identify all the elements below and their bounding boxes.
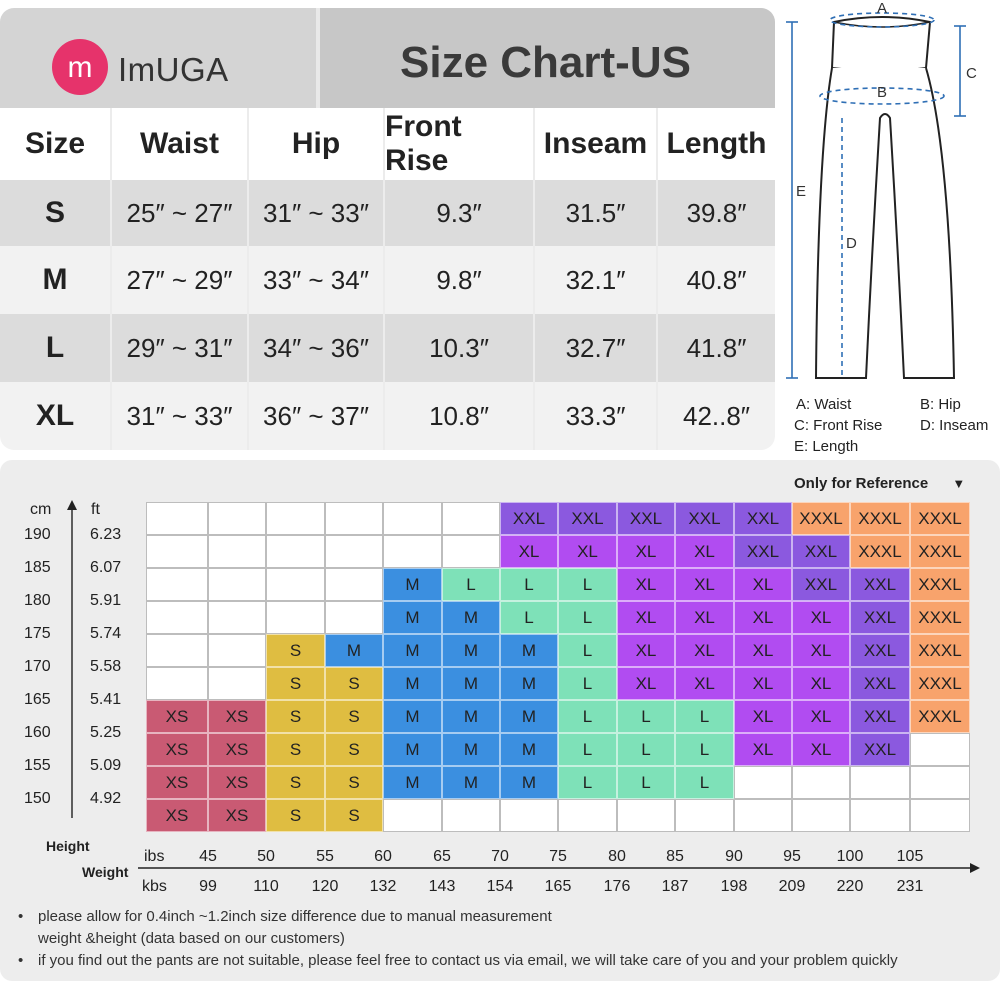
measurement-cell: 31.5″ xyxy=(533,180,656,246)
measurement-cell: 29″ ~ 31″ xyxy=(110,314,247,382)
table-row: M 27″ ~ 29″ 33″ ~ 34″ 9.8″ 32.1″ 40.8″ xyxy=(0,246,775,314)
note-contact: if you find out the pants are not suitab… xyxy=(38,952,898,969)
measurement-cell: 33″ ~ 34″ xyxy=(247,246,383,314)
legend-length: E: Length xyxy=(794,438,859,455)
size-label: M xyxy=(42,263,68,296)
legend-front-rise: C: Front Rise xyxy=(794,417,883,434)
measurement-cell: 33.3″ xyxy=(533,382,656,450)
size-label: XL xyxy=(35,399,75,432)
pants-measurement-diagram: A B C D E A: Waist B: Hip C: Front Rise … xyxy=(782,0,1000,460)
brand-name: ImUGA xyxy=(118,51,229,88)
measurement-cell: 32.7″ xyxy=(533,314,656,382)
column-header: Waist xyxy=(110,108,247,180)
legend-waist: A: Waist xyxy=(796,396,852,413)
measurement-cell: 31″ ~ 33″ xyxy=(110,382,247,450)
reference-note: Only for Reference ▼ xyxy=(794,475,966,492)
note-bullet-2-icon: • xyxy=(18,952,24,969)
table-header-row: Size Waist Hip Front Rise Inseam Length xyxy=(0,108,775,180)
column-header: Inseam xyxy=(533,108,656,180)
size-label: S xyxy=(44,196,65,229)
measurement-cell: 9.8″ xyxy=(383,246,533,314)
measurement-cell: 41.8″ xyxy=(656,314,775,382)
marker-d: D xyxy=(846,235,857,252)
note-bullet-1-icon: • xyxy=(18,908,24,925)
note-customer-data: weight &height (data based on our custom… xyxy=(38,930,345,947)
measurement-cell: 31″ ~ 33″ xyxy=(247,180,383,246)
size-label: L xyxy=(45,331,65,364)
pants-illustration: A B C D E xyxy=(786,0,977,379)
measurement-cell: 10.3″ xyxy=(383,314,533,382)
note-measurement: please allow for 0.4inch ~1.2inch size d… xyxy=(38,908,552,925)
table-row: S 25″ ~ 27″ 31″ ~ 33″ 9.3″ 31.5″ 39.8″ xyxy=(0,180,775,246)
column-header: Hip xyxy=(247,108,383,180)
measurement-cell: 39.8″ xyxy=(656,180,775,246)
measurement-cell: 34″ ~ 36″ xyxy=(247,314,383,382)
measurement-cell: 40.8″ xyxy=(656,246,775,314)
measurement-cell: 9.3″ xyxy=(383,180,533,246)
measurement-cell: 27″ ~ 29″ xyxy=(110,246,247,314)
legend-inseam: D: Inseam xyxy=(920,417,989,434)
table-row: L 29″ ~ 31″ 34″ ~ 36″ 10.3″ 32.7″ 41.8″ xyxy=(0,314,775,382)
marker-b: B xyxy=(877,84,887,101)
measurement-cell: 36″ ~ 37″ xyxy=(247,382,383,450)
measurement-cell: 25″ ~ 27″ xyxy=(110,180,247,246)
column-header: Size xyxy=(24,127,86,160)
marker-e: E xyxy=(796,183,806,200)
size-table: m ImUGA Size Chart-US Size Waist Hip Front … xyxy=(0,8,775,450)
measurement-cell: 10.8″ xyxy=(383,382,533,450)
table-row: XL 31″ ~ 33″ 36″ ~ 37″ 10.8″ 33.3″ 42..8″ xyxy=(0,382,775,450)
title-header xyxy=(316,8,775,108)
brand-logo-icon: m xyxy=(52,39,108,95)
measurement-cell: 32.1″ xyxy=(533,246,656,314)
measurement-cell: 42..8″ xyxy=(656,382,775,450)
svg-text:m: m xyxy=(68,51,93,84)
legend-hip: B: Hip xyxy=(920,396,961,413)
height-weight-panel xyxy=(0,460,1000,981)
column-header: Length xyxy=(656,108,775,180)
dropdown-caret-icon: ▼ xyxy=(952,476,966,491)
column-header: Front Rise xyxy=(383,108,533,180)
marker-a: A xyxy=(877,0,887,17)
marker-c: C xyxy=(966,65,977,82)
size-chart-title: Size Chart-US xyxy=(400,38,691,87)
